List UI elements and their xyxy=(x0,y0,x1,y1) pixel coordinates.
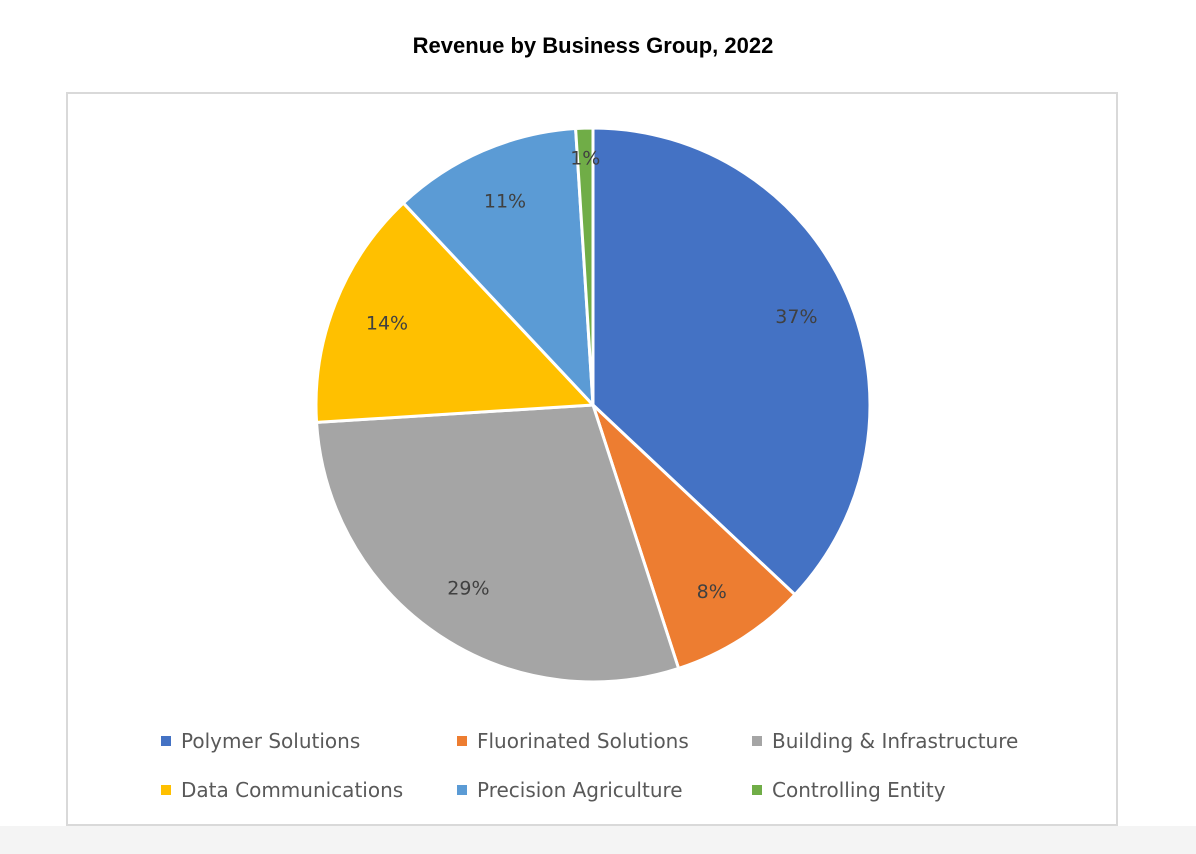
pie-slice-building-and-infrastructure xyxy=(315,403,681,684)
legend-item-polymer-solutions: Polymer Solutions xyxy=(161,728,360,754)
legend-swatch xyxy=(752,736,762,746)
legend-label: Controlling Entity xyxy=(772,778,946,802)
pie-slice-precision-agriculture xyxy=(401,127,595,407)
legend-swatch xyxy=(457,736,467,746)
legend-item-fluorinated-solutions: Fluorinated Solutions xyxy=(457,728,689,754)
page-bottom-band xyxy=(0,826,1196,854)
data-label-precision-agriculture: 11% xyxy=(484,191,526,213)
legend-item-building-and-infrastructure: Building & Infrastructure xyxy=(752,728,1018,754)
pie-slice-polymer-solutions xyxy=(591,126,872,597)
pie-slice-data-communications xyxy=(314,201,595,424)
legend-item-precision-agriculture: Precision Agriculture xyxy=(457,777,683,803)
legend-swatch xyxy=(457,785,467,795)
legend-label: Polymer Solutions xyxy=(181,729,361,753)
pie-slices xyxy=(314,126,872,684)
chart-title: Revenue by Business Group, 2022 xyxy=(412,33,774,58)
data-label-controlling-entity: 1% xyxy=(570,148,600,170)
legend-swatch xyxy=(752,785,762,795)
pie-slice-fluorinated-solutions xyxy=(591,403,797,670)
data-label-polymer-solutions: 37% xyxy=(775,306,817,328)
legend-item-controlling-entity: Controlling Entity xyxy=(752,777,946,803)
legend-swatch xyxy=(161,736,171,746)
data-label-building-and-infrastructure: 29% xyxy=(447,577,489,599)
legend-item-data-communications: Data Communications xyxy=(161,777,403,803)
legend-label: Precision Agriculture xyxy=(477,778,683,802)
legend-label: Data Communications xyxy=(181,778,404,802)
legend-label: Fluorinated Solutions xyxy=(477,729,689,753)
data-label-fluorinated-solutions: 8% xyxy=(697,581,727,603)
legend-swatch xyxy=(161,785,171,795)
data-label-data-communications: 14% xyxy=(366,312,408,334)
pie-data-labels: 37% 8% 29% 14% 11% 1% xyxy=(366,148,818,603)
pie-slice-controlling-entity xyxy=(574,126,595,407)
legend-label: Building & Infrastructure xyxy=(772,729,1019,753)
